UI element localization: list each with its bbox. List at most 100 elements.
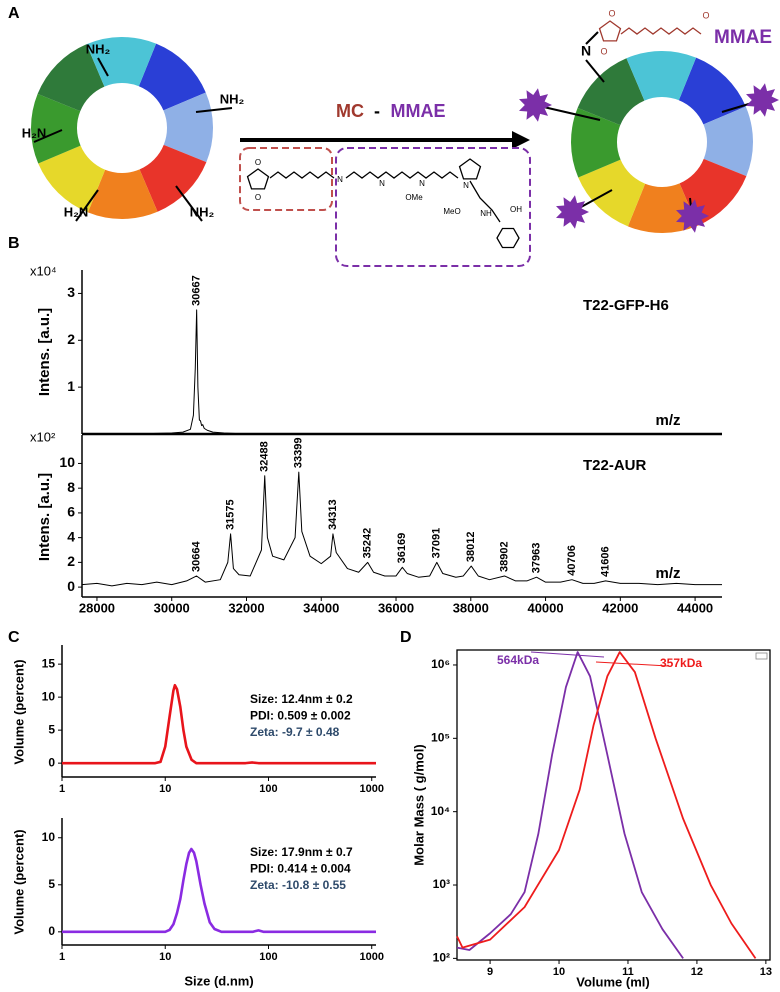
amine-group: NH₂ bbox=[220, 91, 245, 106]
protein-subunit bbox=[571, 107, 621, 178]
mass-line bbox=[595, 661, 669, 667]
panel-label: B bbox=[8, 235, 20, 252]
y-tick-label: 10⁵ bbox=[431, 730, 450, 744]
drug-star bbox=[519, 88, 552, 122]
drug-star bbox=[556, 195, 589, 229]
panel-label: A bbox=[8, 5, 20, 22]
atom-label: N bbox=[419, 179, 425, 188]
peak-label: 31575 bbox=[225, 499, 237, 530]
x-tick-label: 100 bbox=[259, 783, 277, 795]
conjugate-atom: N bbox=[581, 43, 591, 59]
amine-group: NH₂ bbox=[190, 204, 215, 219]
x-tick-label: 9 bbox=[487, 966, 493, 978]
x-tick-label: 36000 bbox=[378, 600, 414, 615]
protein-subunit bbox=[703, 106, 753, 177]
data-line bbox=[62, 847, 376, 934]
x-tick-label: 1 bbox=[59, 783, 65, 795]
ring bbox=[598, 20, 622, 42]
atom-label: NH bbox=[480, 209, 492, 218]
stat-line: Size: 12.4nm ± 0.2 bbox=[250, 692, 353, 706]
y-axis-label: Volume (percent) bbox=[11, 829, 26, 934]
x-tick-label: 38000 bbox=[453, 600, 489, 615]
bond bbox=[585, 59, 605, 83]
stat-line: PDI: 0.414 ± 0.004 bbox=[250, 862, 351, 876]
chain bbox=[345, 171, 459, 179]
y-tick-label: 0 bbox=[48, 755, 55, 769]
mass-line bbox=[530, 651, 605, 658]
atom-label: OMe bbox=[405, 193, 423, 202]
y-tick-label: 15 bbox=[42, 656, 56, 670]
protein-subunit bbox=[626, 51, 697, 101]
sample-name: T22-GFP-H6 bbox=[583, 297, 669, 314]
linker-name: MC bbox=[336, 101, 364, 121]
x-tick-label: 1 bbox=[59, 951, 65, 963]
x-tick-label: 34000 bbox=[303, 600, 339, 615]
bond bbox=[585, 31, 599, 45]
peak-label: 37091 bbox=[431, 528, 443, 559]
y-tick-label: 6 bbox=[67, 504, 75, 520]
y-axis-label: Intens. [a.u.] bbox=[36, 473, 53, 561]
peak-label: 40706 bbox=[566, 545, 578, 576]
atom-label: OH bbox=[510, 205, 522, 214]
bond bbox=[175, 185, 203, 222]
protein-subunit bbox=[87, 169, 158, 219]
x-tick-label: 13 bbox=[760, 966, 772, 978]
y-tick-label: 0 bbox=[48, 924, 55, 938]
peak-label: 33399 bbox=[293, 438, 305, 469]
y-tick-label: 10³ bbox=[433, 877, 450, 891]
x-axis-label: m/z bbox=[655, 565, 680, 582]
atom-label: N bbox=[379, 179, 385, 188]
x-tick-label: 10 bbox=[553, 966, 565, 978]
x-tick-label: 1000 bbox=[359, 783, 383, 795]
x-tick-label: 11 bbox=[622, 966, 634, 978]
protein-subunit bbox=[627, 183, 698, 233]
protein-subunit bbox=[577, 58, 646, 127]
chain bbox=[620, 27, 702, 35]
data-line bbox=[456, 651, 757, 959]
y-tick-label: 10 bbox=[42, 689, 56, 703]
atom-label: N bbox=[463, 181, 469, 190]
stat-line: Zeta: -9.7 ± 0.48 bbox=[250, 725, 340, 739]
y-tick-label: 5 bbox=[48, 722, 55, 736]
y-tick-label: 3 bbox=[67, 284, 75, 300]
atom-label: O bbox=[608, 8, 615, 18]
bond bbox=[97, 57, 109, 77]
chain bbox=[469, 180, 501, 223]
panel-label: D bbox=[400, 629, 412, 646]
peak-label: 37963 bbox=[530, 543, 542, 574]
x-tick-label: 28000 bbox=[79, 600, 115, 615]
data-line bbox=[62, 683, 376, 765]
mass-annotation: 564kDa bbox=[497, 653, 539, 667]
mass-annotation: 357kDa bbox=[660, 656, 702, 670]
x-axis-label: Volume (ml) bbox=[576, 974, 649, 989]
data-line bbox=[456, 651, 684, 959]
y-tick-label: 5 bbox=[48, 877, 55, 891]
protein-subunit bbox=[37, 44, 106, 113]
atom-label: N bbox=[337, 175, 343, 184]
protein-subunit bbox=[677, 57, 746, 126]
sample-name: T22-AUR bbox=[583, 457, 647, 474]
peak-label: 30664 bbox=[190, 541, 202, 572]
y-tick-label: 10² bbox=[433, 951, 450, 965]
ring bbox=[246, 168, 270, 190]
peak-label: 36169 bbox=[396, 533, 408, 564]
atom-label: O bbox=[255, 158, 261, 167]
x-tick-label: 100 bbox=[259, 951, 277, 963]
data-line bbox=[81, 471, 722, 587]
y-tick-label: 8 bbox=[67, 479, 75, 495]
bond bbox=[33, 129, 63, 143]
atom-label: O bbox=[600, 46, 607, 56]
protein-subunit bbox=[137, 43, 206, 112]
panel-label: C bbox=[8, 629, 20, 646]
peak-label: 35242 bbox=[362, 528, 374, 559]
peak-label: 34313 bbox=[327, 499, 339, 530]
y-tick-label: 2 bbox=[67, 331, 75, 347]
ring bbox=[458, 158, 482, 180]
peak-label: 38012 bbox=[465, 531, 477, 562]
x-tick-label: 10 bbox=[159, 951, 171, 963]
x-tick-label: 40000 bbox=[527, 600, 563, 615]
x-tick-label: 1000 bbox=[359, 951, 383, 963]
amine-group: H₂N bbox=[64, 204, 89, 219]
